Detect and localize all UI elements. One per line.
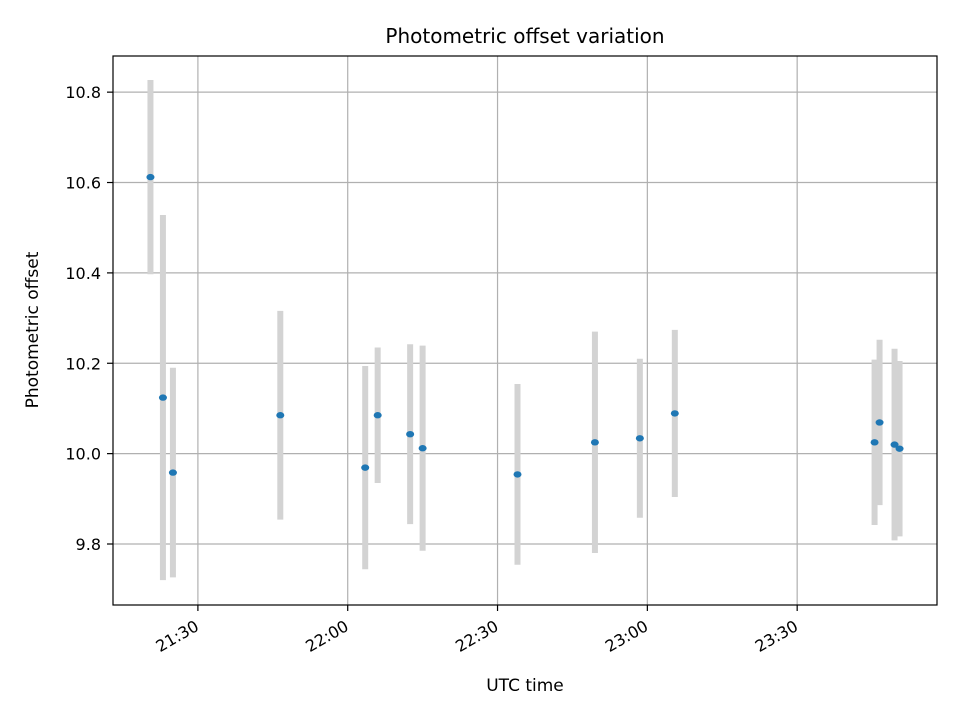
chart-title: Photometric offset variation [385, 24, 664, 48]
data-point [276, 412, 285, 419]
y-tick-label: 10.0 [65, 445, 101, 464]
plot-frame [112, 55, 938, 606]
data-point [158, 394, 167, 401]
y-axis-title: Photometric offset [23, 251, 43, 408]
y-tick-label: 10.6 [65, 174, 101, 193]
data-point [406, 431, 415, 438]
data-point [875, 419, 884, 426]
data-point [670, 410, 679, 417]
y-tick-label: 9.8 [76, 535, 101, 554]
data-point [870, 439, 879, 446]
data-point [168, 469, 177, 476]
x-axis-title: UTC time [486, 676, 564, 696]
data-point [373, 412, 382, 419]
data-points [146, 173, 904, 478]
grid [113, 56, 937, 605]
data-point [418, 445, 427, 452]
data-point [146, 173, 155, 181]
data-point [590, 439, 599, 446]
data-point [635, 435, 644, 442]
y-tick-label: 10.8 [65, 83, 101, 102]
y-tick-label: 10.4 [65, 264, 101, 283]
data-point [895, 445, 904, 452]
y-tick-label: 10.2 [65, 354, 101, 373]
data-point [890, 441, 899, 448]
data-point [513, 471, 522, 478]
data-point [361, 464, 370, 471]
